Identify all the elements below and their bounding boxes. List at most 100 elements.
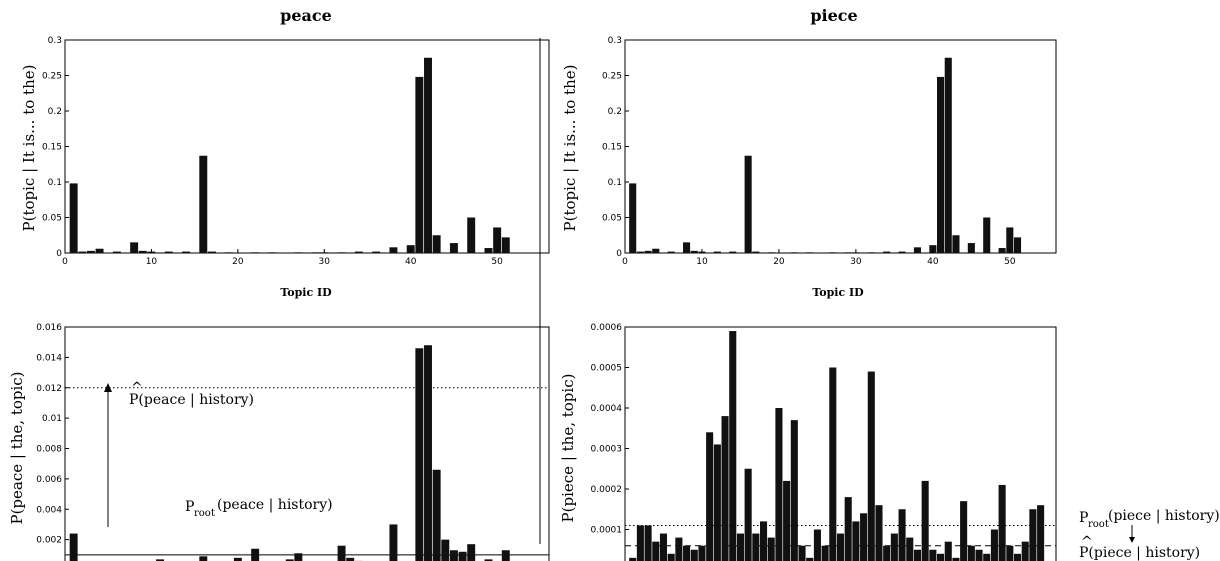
bar-topic-3 [644, 250, 652, 253]
bar-topic-50 [1006, 545, 1014, 561]
bar-topic-18 [760, 521, 768, 561]
bar-topic-1 [69, 183, 78, 253]
bar-topic-2 [636, 525, 644, 561]
y-tick-label: 0.2 [608, 107, 622, 117]
bar-topic-43 [432, 469, 441, 561]
bar-topic-47 [983, 553, 991, 561]
bar-topic-39 [921, 480, 929, 561]
y-tick-label: 0.0002 [591, 485, 623, 495]
y-tick-label: 0.0005 [591, 364, 623, 374]
bar-topic-23 [798, 545, 806, 561]
bar-topic-27 [829, 252, 837, 254]
bar-topic-4 [652, 248, 660, 253]
bar-topic-16 [744, 468, 752, 561]
x-axis-label: Topic ID [280, 286, 332, 299]
bar-topic-34 [883, 251, 891, 253]
y-tick-label: 0.25 [602, 72, 622, 82]
bar-topic-43 [952, 557, 960, 561]
bar-topic-36 [372, 251, 381, 253]
y-tick-label: 0.1 [48, 178, 62, 188]
bar-topic-54 [1037, 505, 1045, 561]
x-axis-label: Topic ID [812, 286, 864, 299]
y-tick-label: 0.016 [36, 323, 62, 333]
bar-topic-34 [883, 545, 891, 561]
bar-topic-32 [337, 545, 346, 561]
bar-topic-47 [467, 544, 476, 561]
bar-topic-19 [225, 252, 234, 254]
bar-topic-27 [294, 252, 303, 254]
hat-caret: ^ [131, 380, 143, 396]
x-tick-label: 30 [319, 257, 331, 267]
bar-topic-9 [690, 250, 698, 253]
x-tick-label: 0 [62, 257, 68, 267]
panel-top-right-piece-topic: 0 10 20 30 40 50 0 0.05 0.1 0.15 0.2 0.25 0.3 P(topi… [561, 36, 1057, 299]
bar-topic-16 [744, 155, 752, 253]
bar-topic-38 [389, 247, 398, 253]
bar-topic-16 [199, 556, 208, 561]
bar-topic-47 [467, 217, 476, 253]
bar-topic-25 [813, 529, 821, 561]
y-tick-label: 0.006 [36, 475, 62, 485]
y-axis-label: P(topic | It is... to the) [561, 65, 579, 232]
bar-topic-19 [767, 537, 775, 561]
y-tick-label: 0.15 [602, 143, 622, 153]
bar-topic-41 [937, 76, 945, 253]
bar-topic-38 [913, 549, 921, 561]
bar-topic-38 [913, 247, 921, 253]
bar-topic-13 [721, 416, 729, 561]
y-tick-label: 0.014 [36, 353, 62, 363]
bar-topic-42 [944, 541, 952, 561]
bar-topic-33 [346, 557, 355, 561]
bar-topic-47 [983, 217, 991, 253]
bar-topic-2 [636, 251, 644, 253]
bar-topic-36 [898, 509, 906, 561]
panel-bottom-right-piece-given-topic: 0102030405000.00010.00020.00030.00040.00… [559, 323, 1220, 561]
bar-topic-22 [251, 548, 260, 561]
y-axis-label: P(piece | the, topic) [559, 374, 577, 523]
bar-topic-22 [790, 420, 798, 561]
bar-topic-14 [182, 251, 190, 253]
ticks-group: 0 10 20 30 40 50 0 0.05 0.1 0.15 0.2 0.25 0.3 [602, 36, 1016, 267]
y-axis-label: P(peace | the, topic) [8, 371, 26, 524]
bar-topic-24 [806, 557, 814, 561]
ticks-group: 0102030405000.0020.0040.0060.0080.010.01… [36, 323, 69, 546]
y-tick-label: 0.3 [48, 36, 62, 46]
bar-topic-9 [138, 250, 147, 253]
bar-topic-3 [86, 250, 95, 253]
bar-topic-16 [199, 155, 208, 253]
bar-topic-29 [311, 252, 320, 254]
bar-topic-20 [775, 408, 783, 561]
bar-topic-50 [1006, 227, 1014, 253]
bar-topic-22 [251, 252, 260, 254]
y-tick-label: 0.004 [36, 505, 62, 515]
hat-p-annotation: P(piece | history) [1079, 545, 1200, 561]
panel-top-left-peace-topic: 0 10 20 30 40 50 0 0.05 0.1 0.15 0.2 0.25 0.3 P(topi… [20, 36, 550, 299]
bar-topic-12 [713, 444, 721, 561]
bar-topic-12 [164, 251, 173, 253]
bar-topic-14 [729, 251, 737, 253]
bar-topic-8 [683, 545, 691, 561]
bar-topic-6 [112, 251, 121, 253]
bar-topic-32 [867, 252, 875, 254]
bar-topic-11 [156, 559, 165, 561]
annotation-arrowhead [1129, 537, 1135, 543]
x-tick-label: 10 [696, 257, 708, 267]
y-tick-label: 0.008 [36, 445, 62, 455]
bar-topic-51 [1013, 237, 1022, 253]
bar-topic-30 [852, 521, 860, 561]
bar-topic-49 [998, 484, 1006, 561]
y-tick-label: 0.002 [36, 536, 62, 546]
bar-topic-51 [501, 237, 510, 253]
bar-topic-11 [706, 432, 714, 561]
x-tick-label: 0 [622, 257, 628, 267]
x-tick-label: 50 [491, 257, 503, 267]
hat-p-annotation: P(peace | history) [129, 392, 254, 408]
bar-topic-34 [354, 251, 363, 253]
bar-topic-1 [69, 533, 78, 561]
x-tick-label: 40 [927, 257, 939, 267]
y-tick-label: 0.05 [42, 214, 62, 224]
bar-topic-21 [783, 480, 791, 561]
bar-topic-28 [836, 533, 845, 561]
bar-topic-42 [944, 57, 952, 253]
